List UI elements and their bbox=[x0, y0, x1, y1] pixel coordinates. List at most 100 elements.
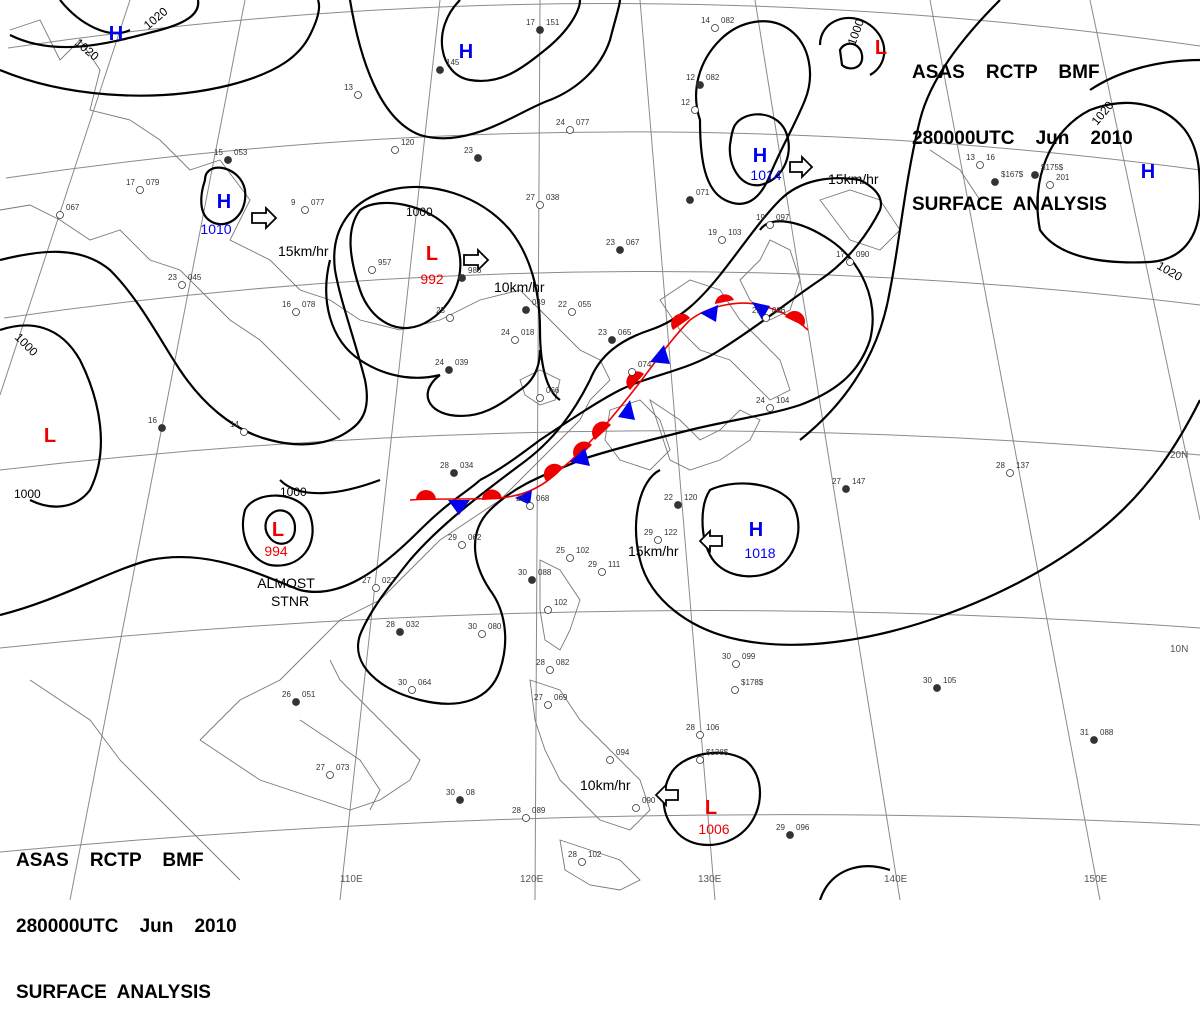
station-symbol-icon bbox=[292, 308, 300, 316]
low-center-1006-value: 1006 bbox=[698, 821, 729, 837]
station-symbol-icon bbox=[536, 26, 544, 34]
station-pressure: 120 bbox=[684, 493, 698, 502]
station-pressure: 145 bbox=[446, 58, 460, 67]
station-symbol-icon bbox=[546, 666, 554, 674]
station-plot: 19 097 bbox=[756, 213, 790, 229]
motion-speed-label: 10km/hr bbox=[494, 279, 545, 295]
station-plot: 27 069 bbox=[534, 693, 568, 709]
station-plot: 25 068 bbox=[516, 494, 550, 510]
station-temperature: 16 bbox=[282, 300, 291, 309]
header-bottom-line2: 280000UTC Jun 2010 bbox=[16, 916, 237, 937]
station-plot: 28 032 bbox=[386, 620, 420, 636]
header-top-line1: ASAS RCTP BMF bbox=[912, 62, 1100, 83]
station-symbol-icon bbox=[598, 568, 606, 576]
station-pressure: 077 bbox=[576, 118, 590, 127]
station-temperature: 28 bbox=[386, 620, 395, 629]
station-symbol-icon bbox=[240, 428, 248, 436]
station-pressure: 957 bbox=[378, 258, 392, 267]
station-symbol-icon bbox=[578, 858, 586, 866]
station-plot: 28 137 bbox=[996, 461, 1030, 477]
station-pressure: 16 bbox=[986, 153, 995, 162]
high-center-east: H bbox=[1141, 161, 1155, 183]
station-temperature: 19 bbox=[708, 228, 717, 237]
station-temperature: 30 bbox=[446, 788, 455, 797]
station-temperature: 17 bbox=[836, 250, 845, 259]
station-symbol-icon bbox=[568, 308, 576, 316]
station-plot: 23 065 bbox=[598, 328, 632, 344]
station-plot: 16 078 bbox=[282, 300, 316, 316]
station-symbol-icon bbox=[933, 684, 941, 692]
station-pressure: 082 bbox=[706, 73, 720, 82]
station-temperature: 23 bbox=[598, 328, 607, 337]
station-temperature: 17 bbox=[126, 178, 135, 187]
station-plot: 120 bbox=[391, 138, 415, 154]
low-center-west: L bbox=[44, 425, 56, 447]
isobar-label: 1000 bbox=[406, 205, 433, 219]
motion-labels: 15km/hr 10km/hr 15km/hr 15km/hr 10km/hr bbox=[278, 171, 879, 793]
station-pressure: 104 bbox=[776, 396, 790, 405]
station-plot: 23 067 bbox=[606, 238, 640, 254]
station-pressure: 078 bbox=[302, 300, 316, 309]
station-plot: 067 bbox=[56, 203, 80, 219]
station-temperature: 13 bbox=[966, 153, 975, 162]
station-pressure: 086 bbox=[772, 306, 786, 315]
station-plot: 074 bbox=[628, 360, 652, 376]
longitude-label: 150E bbox=[1084, 874, 1108, 885]
station-plot: 30 105 bbox=[923, 676, 957, 692]
station-plot: $175$ bbox=[1031, 163, 1064, 179]
station-pressure: 986 bbox=[468, 266, 482, 275]
station-temperature: 22 bbox=[664, 493, 673, 502]
station-temperature: 27 bbox=[362, 576, 371, 585]
station-plot: 145 bbox=[436, 58, 460, 74]
station-plot: 28 034 bbox=[440, 461, 474, 477]
high-center-north: H bbox=[459, 41, 473, 63]
longitude-label: 130E bbox=[698, 874, 722, 885]
station-plot: 23 bbox=[464, 146, 482, 162]
isobar-label: 1000 bbox=[280, 485, 307, 499]
station-symbol-icon bbox=[632, 804, 640, 812]
graticule-labels: 110E 120E 130E 140E 150E 20N 10N bbox=[340, 450, 1188, 885]
station-temperature: 24 bbox=[435, 358, 444, 367]
station-temperature: 13 bbox=[344, 83, 353, 92]
station-plot: 30 064 bbox=[398, 678, 432, 694]
station-symbol-icon bbox=[544, 701, 552, 709]
station-pressure: 122 bbox=[664, 528, 678, 537]
stationary-note-line2: STNR bbox=[271, 593, 309, 609]
header-top-line3: SURFACE ANALYSIS bbox=[912, 194, 1107, 215]
station-temperature: 28 bbox=[996, 461, 1005, 470]
station-plot: $167$ bbox=[991, 170, 1024, 186]
station-plot: 27 027 bbox=[362, 576, 396, 592]
station-symbol-icon bbox=[292, 698, 300, 706]
station-temperature: 24 bbox=[501, 328, 510, 337]
station-temperature: 30 bbox=[468, 622, 477, 631]
station-plot: 24 077 bbox=[556, 118, 590, 134]
station-symbol-icon bbox=[511, 336, 519, 344]
station-symbol-icon bbox=[566, 554, 574, 562]
station-pressure: 094 bbox=[616, 748, 630, 757]
station-temperature: 29 bbox=[644, 528, 653, 537]
station-pressure: 045 bbox=[188, 273, 202, 282]
station-temperature: 27 bbox=[534, 693, 543, 702]
station-plot: 30 080 bbox=[468, 622, 502, 638]
station-temperature: 23 bbox=[168, 273, 177, 282]
station-temperature: 29 bbox=[448, 533, 457, 542]
stationary-note-line1: ALMOST bbox=[257, 575, 315, 591]
station-symbol-icon bbox=[686, 196, 694, 204]
station-symbol-icon bbox=[372, 584, 380, 592]
station-plot: 090 bbox=[632, 796, 656, 812]
station-symbol-icon bbox=[616, 246, 624, 254]
station-pressure: 106 bbox=[706, 723, 720, 732]
station-plot: 071 bbox=[686, 188, 710, 204]
station-temperature: 29 bbox=[588, 560, 597, 569]
station-symbol-icon bbox=[846, 258, 854, 266]
station-plot: 23 045 bbox=[168, 273, 202, 289]
station-temperature: 27 bbox=[526, 193, 535, 202]
station-temperature: 23 bbox=[606, 238, 615, 247]
station-symbol-icon bbox=[158, 424, 166, 432]
station-pressure: 065 bbox=[618, 328, 632, 337]
pressure-centers: H 1010 L 992 L 994 H 1014 H 1018 L 1006 … bbox=[44, 23, 1155, 837]
station-plot: 26 051 bbox=[282, 690, 316, 706]
station-symbol-icon bbox=[136, 186, 144, 194]
station-plot: 28 102 bbox=[568, 850, 602, 866]
station-pressure: $175$ bbox=[1041, 163, 1064, 172]
